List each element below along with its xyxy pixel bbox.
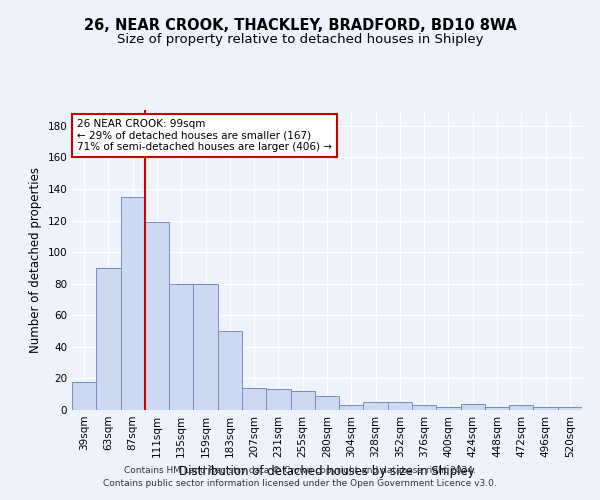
Text: 26, NEAR CROOK, THACKLEY, BRADFORD, BD10 8WA: 26, NEAR CROOK, THACKLEY, BRADFORD, BD10… xyxy=(83,18,517,32)
Bar xyxy=(509,406,533,410)
Bar xyxy=(533,407,558,410)
Bar xyxy=(412,406,436,410)
Bar xyxy=(266,390,290,410)
Bar xyxy=(218,331,242,410)
Bar xyxy=(145,222,169,410)
Bar xyxy=(121,197,145,410)
Text: Contains HM Land Registry data © Crown copyright and database right 2024.
Contai: Contains HM Land Registry data © Crown c… xyxy=(103,466,497,487)
Bar xyxy=(290,391,315,410)
Bar xyxy=(193,284,218,410)
Bar xyxy=(339,406,364,410)
Bar xyxy=(461,404,485,410)
Bar xyxy=(436,407,461,410)
Text: 26 NEAR CROOK: 99sqm
← 29% of detached houses are smaller (167)
71% of semi-deta: 26 NEAR CROOK: 99sqm ← 29% of detached h… xyxy=(77,119,332,152)
Text: Size of property relative to detached houses in Shipley: Size of property relative to detached ho… xyxy=(117,32,483,46)
X-axis label: Distribution of detached houses by size in Shipley: Distribution of detached houses by size … xyxy=(179,466,475,478)
Bar xyxy=(96,268,121,410)
Bar xyxy=(315,396,339,410)
Bar xyxy=(485,407,509,410)
Bar xyxy=(558,407,582,410)
Bar xyxy=(72,382,96,410)
Bar xyxy=(364,402,388,410)
Y-axis label: Number of detached properties: Number of detached properties xyxy=(29,167,42,353)
Bar xyxy=(169,284,193,410)
Bar xyxy=(242,388,266,410)
Bar xyxy=(388,402,412,410)
